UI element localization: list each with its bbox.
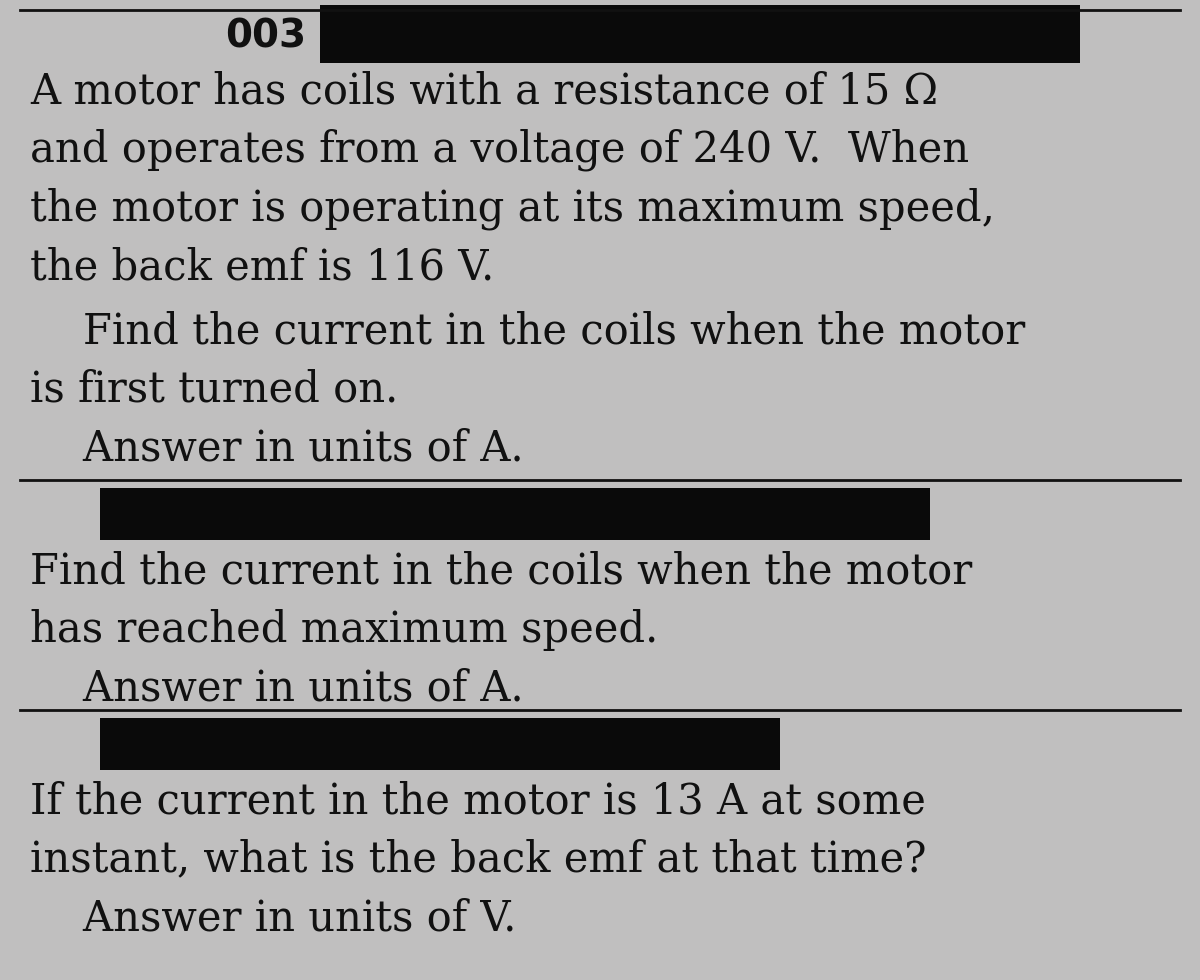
Bar [100,718,780,770]
Text: 003: 003 [226,18,306,56]
Bar [320,5,1080,63]
Text: A motor has coils with a resistance of 15 Ω
and operates from a voltage of 240 V: A motor has coils with a resistance of 1… [30,70,995,288]
Text: Find the current in the coils when the motor
has reached maximum speed.
    Answ: Find the current in the coils when the m… [30,550,972,709]
Bar [100,488,930,540]
Text: If the current in the motor is 13 A at some
instant, what is the back emf at tha: If the current in the motor is 13 A at s… [30,780,926,939]
Text: Find the current in the coils when the motor
is first turned on.
    Answer in u: Find the current in the coils when the m… [30,310,1025,469]
